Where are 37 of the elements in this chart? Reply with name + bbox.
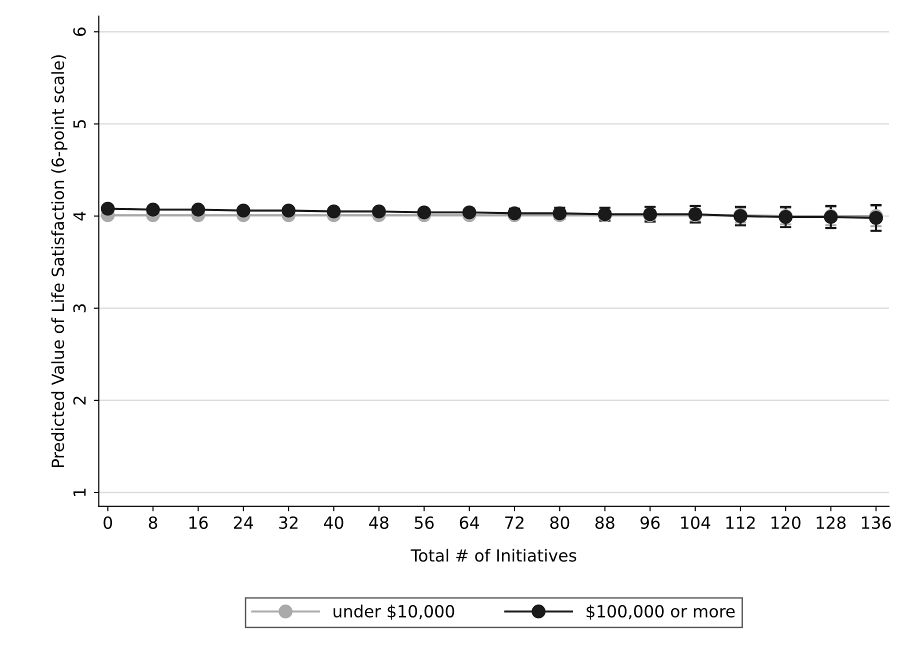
x-tick-label: 96 xyxy=(640,516,660,529)
x-tick-label: 120 xyxy=(772,516,800,529)
y-tick-label: 6 xyxy=(73,28,86,36)
x-tick-label: 16 xyxy=(189,516,208,529)
point xyxy=(326,204,341,218)
x-tick-label: 48 xyxy=(369,516,388,529)
y-tick-label: 5 xyxy=(73,120,86,128)
x-tick-label: 0 xyxy=(104,516,112,529)
x-tick-label: 8 xyxy=(148,516,158,529)
y-tick-label: 3 xyxy=(73,304,86,312)
x-tick-label: 40 xyxy=(324,516,344,529)
x-tick-label: 104 xyxy=(681,516,710,529)
y-tick-label: 2 xyxy=(73,396,86,404)
x-tick-label: 128 xyxy=(816,516,846,529)
y-axis-title: Predicted Value of Life Satisfaction (6-point scale) xyxy=(51,55,68,467)
point xyxy=(417,205,432,220)
point xyxy=(100,202,115,216)
point xyxy=(372,204,386,218)
x-tick-label: 56 xyxy=(414,516,434,529)
legend-label: $100,000 or more xyxy=(586,604,735,620)
point xyxy=(191,202,206,217)
x-tick-label: 112 xyxy=(726,516,755,529)
x-tick-label: 80 xyxy=(550,516,570,529)
x-tick-label: 136 xyxy=(862,516,891,529)
legend-label: under $10,000 xyxy=(334,604,454,620)
point xyxy=(146,202,160,217)
point xyxy=(282,204,296,218)
x-tick-label: 32 xyxy=(279,516,298,529)
point xyxy=(462,205,476,220)
y-tick-label: 1 xyxy=(73,488,86,496)
x-tick-label: 72 xyxy=(505,516,524,529)
point xyxy=(236,204,250,218)
x-axis-title: Total # of Initiatives xyxy=(410,548,576,562)
x-tick-label: 24 xyxy=(234,516,254,529)
x-tick-label: 88 xyxy=(595,516,614,529)
y-tick-label: 4 xyxy=(73,212,86,221)
x-tick-label: 64 xyxy=(460,516,479,529)
